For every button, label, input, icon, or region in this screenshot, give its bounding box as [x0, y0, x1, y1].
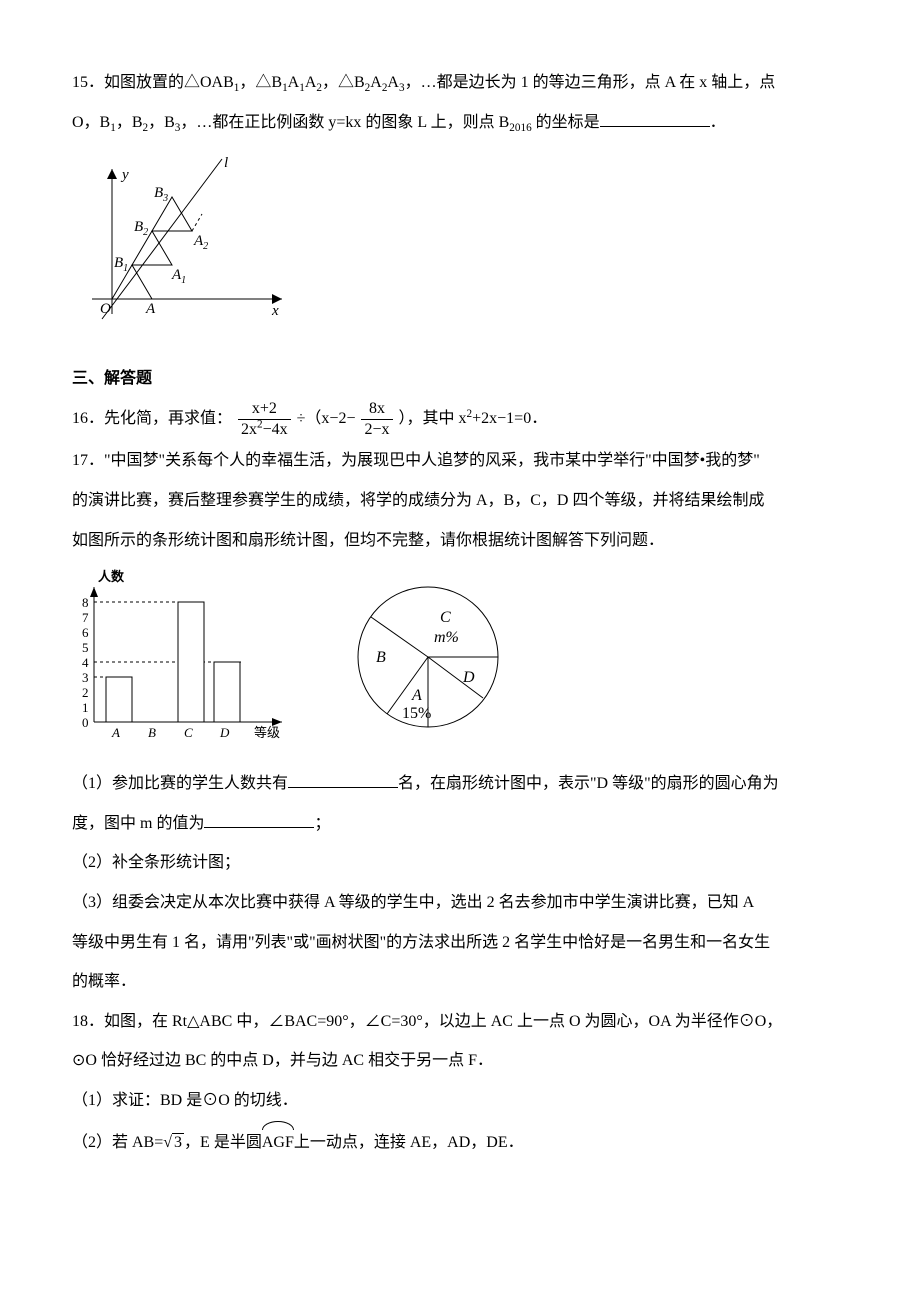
pie-B: B [376, 649, 386, 666]
q15-fig-x: x [271, 303, 279, 319]
q15-blank [600, 108, 710, 127]
svg-text:7: 7 [82, 610, 89, 625]
q16-frac1: x+2 2x2−4x [238, 401, 291, 438]
section-3-title: 三、解答题 [72, 362, 848, 396]
q17-s2: （2）补全条形统计图； [72, 846, 848, 880]
bar-A [106, 677, 132, 722]
q15-text-b2: ，△B [322, 74, 365, 91]
q15-fig-l: l [224, 155, 228, 171]
q16-p1: 16．先化简，再求值： [72, 411, 232, 428]
q17-blank1 [288, 770, 398, 789]
sqrt-icon: √3 [163, 1126, 184, 1160]
q17-charts: 人数 8 7 6 5 4 3 2 1 0 A B C D 等级 [72, 567, 848, 747]
svg-text:A: A [111, 725, 120, 740]
q17-s3c: 的概率． [72, 965, 848, 999]
q16-frac1-num: x+2 [238, 401, 291, 419]
q18-s1: （1）求证：BD 是⊙O 的切线． [72, 1084, 848, 1118]
q17-s1a: （1）参加比赛的学生人数共有 [72, 775, 288, 792]
q15-fig-O: O [100, 301, 111, 317]
q16-frac2: 8x 2−x [361, 401, 392, 438]
svg-text:0: 0 [82, 715, 89, 730]
pie-m: m% [434, 629, 459, 646]
bar-ylabel: 人数 [98, 569, 125, 584]
q15-l2-b: ，…都在正比例函数 y=kx 的图象 L 上，则点 B [180, 114, 509, 131]
q15-sub-2016: 2016 [509, 122, 531, 134]
q17-l3: 如图所示的条形统计图和扇形统计图，但均不完整，请你根据统计图解答下列问题． [72, 524, 848, 558]
q17-l2: 的演讲比赛，赛后整理参赛学生的成绩，将学的成绩分为 A，B，C，D 四个等级，并… [72, 484, 848, 518]
pie-A: A [411, 687, 422, 704]
svg-text:2: 2 [82, 685, 89, 700]
svg-text:3: 3 [82, 670, 89, 685]
q15-text-a: 15．如图放置的△OAB [72, 74, 234, 91]
q15-text-c1: A [288, 74, 300, 91]
q17-s3a: （3）组委会决定从本次比赛中获得 A 等级的学生中，选出 2 名去参加市中学生演… [72, 886, 848, 920]
svg-text:5: 5 [82, 640, 89, 655]
svg-text:6: 6 [82, 625, 89, 640]
q18-l2: ⊙O 恰好经过边 BC 的中点 D，并与边 AC 相交于另一点 F． [72, 1044, 848, 1078]
q18-s2: （2）若 AB=√3，E 是半圆AGF上一动点，连接 AE，AD，DE． [72, 1124, 848, 1160]
q15-l2-s2: 2 [143, 122, 149, 134]
q15-text-d: ，…都是边长为 1 的等边三角形，点 A 在 x 轴上，点 [405, 74, 776, 91]
q17-s1c: 度，图中 m 的值为 [72, 815, 204, 832]
arc-AGF: AGF [262, 1124, 294, 1160]
q17-bar-chart: 人数 8 7 6 5 4 3 2 1 0 A B C D 等级 [72, 567, 302, 747]
q16-frac2-den: 2−x [361, 419, 392, 438]
pie-A-pct: 15% [402, 705, 431, 722]
q15-fig-A: A [145, 301, 156, 317]
svg-text:4: 4 [82, 655, 89, 670]
q15-line2: O，B1，B2，B3，…都在正比例函数 y=kx 的图象 L 上，则点 B201… [72, 106, 848, 140]
svg-text:1: 1 [82, 700, 89, 715]
pie-C: C [440, 609, 451, 626]
q16-frac1-den: 2x2−4x [238, 419, 291, 438]
q15-fig-A1: A1 [171, 267, 186, 286]
q16: 16．先化简，再求值： x+2 2x2−4x ÷（x−2− 8x 2−x ），其… [72, 401, 848, 438]
q15-figure: O A A1 A2 B1 B2 B3 y x l [72, 149, 848, 342]
q15-fig-A2: A2 [193, 233, 208, 252]
bar-xlabel: 等级 [254, 725, 280, 740]
bar-yticks: 8 7 6 5 4 3 2 1 0 [82, 595, 89, 730]
q18-s2c: 上一动点，连接 AE，AD，DE． [294, 1134, 524, 1151]
svg-text:B: B [148, 725, 156, 740]
q15-fig-B2: B2 [134, 219, 148, 238]
q16-p3: +2x−1=0． [472, 411, 547, 428]
q15-fig-B3: B3 [154, 185, 168, 204]
q17-s1: （1）参加比赛的学生人数共有 名，在扇形统计图中，表示"D 等级"的扇形的圆心角为 [72, 767, 848, 801]
bar-C [178, 602, 204, 722]
q17-l1: 17．"中国梦"关系每个人的幸福生活，为展现巴中人追梦的风采，我市某中学举行"中… [72, 444, 848, 478]
q15-text-c4: A [387, 74, 399, 91]
svg-text:D: D [219, 725, 230, 740]
q18-s2a: （2）若 AB= [72, 1134, 163, 1151]
q15-l2-a: O，B [72, 114, 110, 131]
q16-mid: ÷（x−2− [297, 411, 356, 428]
q15-text-b: ，△B [239, 74, 282, 91]
q15-line1: 15．如图放置的△OAB1，△B1A1A2，△B2A2A3，…都是边长为 1 的… [72, 66, 848, 100]
q15-text-c3: A [370, 74, 382, 91]
q15-l2-c: 的坐标是 [532, 114, 600, 131]
q17-pie-chart: C m% B D A 15% [338, 572, 518, 742]
q15-text-c2: A [305, 74, 317, 91]
q16-p2: ），其中 x [399, 411, 467, 428]
q15-period: ． [710, 114, 726, 131]
q17-blank2 [204, 809, 314, 828]
q15-l2-s1: 1 [110, 122, 116, 134]
svg-text:C: C [184, 725, 193, 740]
bar-D [214, 662, 240, 722]
pie-D: D [462, 669, 475, 686]
q16-frac2-num: 8x [361, 401, 392, 419]
q18-l1: 18．如图，在 Rt△ABC 中，∠BAC=90°，∠C=30°，以边上 AC … [72, 1005, 848, 1039]
svg-text:8: 8 [82, 595, 89, 610]
q17-s1-cont: 度，图中 m 的值为 ； [72, 807, 848, 841]
q17-s3b: 等级中男生有 1 名，请用"列表"或"画树状图"的方法求出所选 2 名学生中恰好… [72, 926, 848, 960]
q18-s2b: ，E 是半圆 [184, 1134, 262, 1151]
q15-fig-B1: B1 [114, 255, 128, 274]
q17-s1b: 名，在扇形统计图中，表示"D 等级"的扇形的圆心角为 [398, 775, 779, 792]
q17-s1d: ； [314, 815, 330, 832]
q15-fig-y: y [120, 167, 129, 183]
